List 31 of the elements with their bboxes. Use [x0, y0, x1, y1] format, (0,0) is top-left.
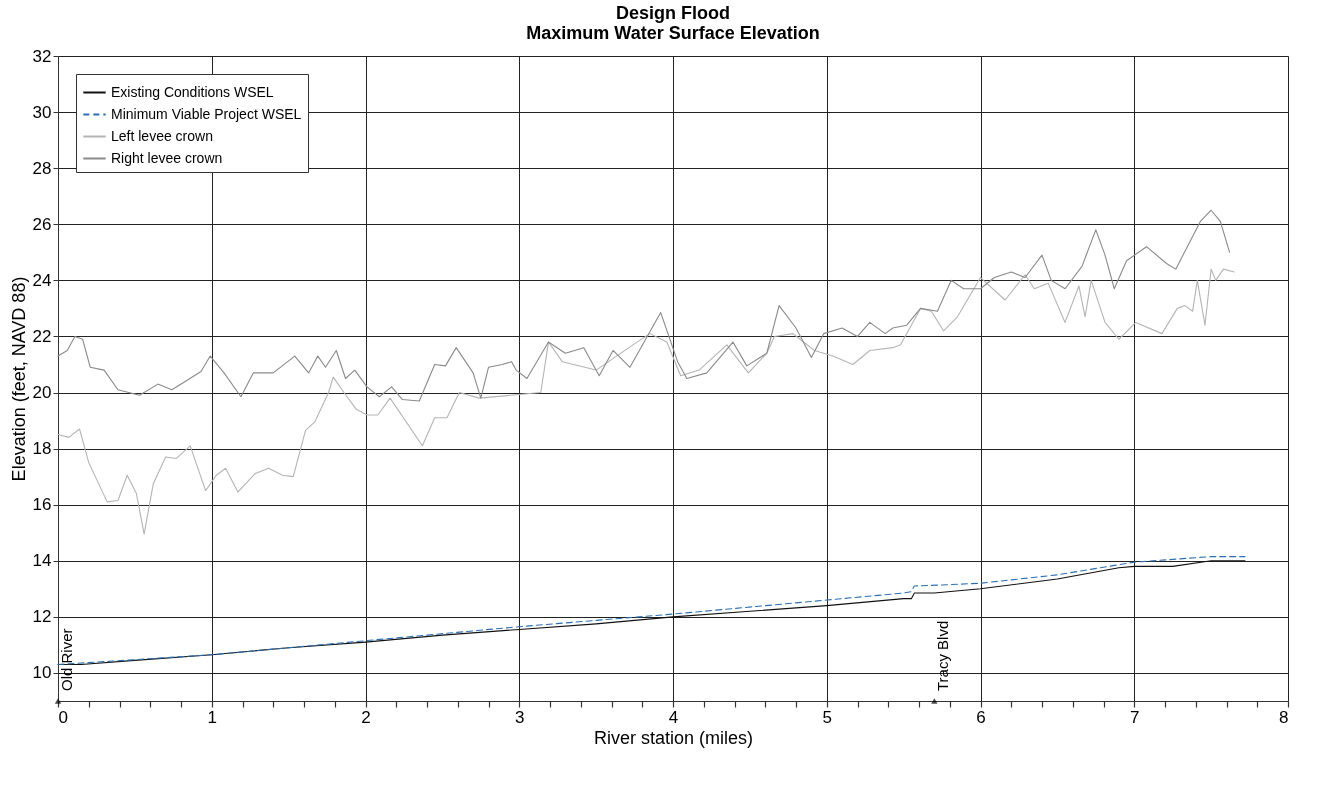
- y-tick-label: 16: [32, 495, 52, 515]
- chart-subtitle: Maximum Water Surface Elevation: [526, 23, 820, 43]
- y-tick-label: 22: [32, 326, 52, 346]
- legend-label: Left levee crown: [111, 127, 213, 144]
- x-tick-label: 2: [361, 707, 371, 727]
- chart-title: Design Flood: [616, 3, 730, 23]
- x-tick-label: 4: [668, 707, 679, 727]
- x-tick-label: 3: [515, 707, 525, 727]
- y-tick-label: 24: [32, 270, 52, 290]
- x-axis-title: River station (miles): [593, 727, 754, 748]
- y-tick-label: 26: [32, 214, 52, 234]
- x-tick-label: 1: [207, 707, 217, 727]
- y-tick-label: 30: [32, 102, 52, 122]
- annotation: Tracy Blvd: [934, 620, 952, 691]
- annotation: Old River: [58, 628, 75, 691]
- x-tick-label: 8: [1279, 707, 1289, 727]
- x-tick-label: 6: [976, 707, 986, 727]
- y-tick-label: 32: [32, 46, 52, 66]
- y-tick-label: 14: [32, 551, 52, 571]
- y-axis-title: Elevation (feet, NAVD 88): [8, 276, 29, 482]
- legend-label: Right levee crown: [111, 149, 223, 166]
- y-tick-label: 12: [32, 607, 52, 627]
- y-tick-label: 18: [32, 439, 52, 459]
- y-tick-label: 20: [32, 383, 52, 403]
- legend-label: Minimum Viable Project WSEL: [111, 105, 302, 122]
- x-tick-label: 0: [58, 707, 68, 727]
- legend-label: Existing Conditions WSEL: [111, 83, 274, 100]
- y-tick-label: 10: [32, 663, 52, 683]
- x-tick-label: 7: [1130, 707, 1140, 727]
- x-tick-label: 5: [822, 707, 832, 727]
- y-tick-label: 28: [32, 158, 52, 178]
